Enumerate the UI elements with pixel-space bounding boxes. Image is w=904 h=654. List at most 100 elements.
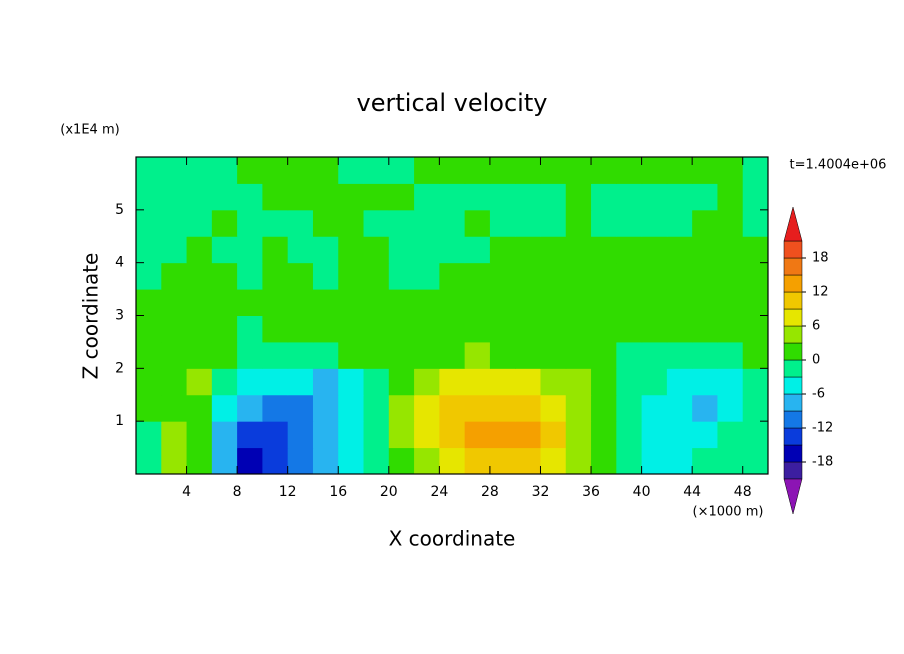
contour-cell	[616, 394, 643, 422]
contour-cell	[439, 368, 466, 396]
contour-cell	[641, 236, 668, 264]
contour-cell	[161, 421, 188, 449]
contour-cell	[211, 262, 238, 290]
x-tick-label: 16	[329, 484, 347, 500]
contour-cell	[414, 394, 440, 422]
contour-cell	[287, 289, 314, 316]
contour-cell	[591, 209, 617, 237]
contour-cell	[565, 289, 592, 316]
contour-cell	[211, 368, 238, 396]
contour-cell	[186, 209, 213, 237]
contour-cell	[363, 341, 390, 369]
contour-cell	[641, 368, 668, 396]
contour-cell	[388, 209, 415, 237]
contour-cell	[540, 236, 567, 264]
contour-cell	[287, 157, 314, 184]
y-tick-label: 1	[115, 413, 124, 429]
contour-cell	[363, 209, 390, 237]
contour-cell	[161, 394, 188, 422]
x-axis-title: X coordinate	[389, 527, 516, 551]
contour-cell	[414, 236, 440, 264]
colorbar-segment	[783, 393, 803, 412]
contour-cell	[540, 209, 567, 237]
contour-cell	[616, 236, 643, 264]
contour-cell	[742, 262, 769, 290]
contour-cell	[591, 447, 617, 475]
contour-cell	[262, 421, 289, 449]
contour-cell	[388, 262, 415, 290]
contour-cell	[211, 183, 238, 211]
contour-cell	[464, 157, 491, 184]
contour-cell	[515, 341, 541, 369]
colorbar-segment	[783, 376, 803, 395]
contour-cell	[211, 447, 238, 475]
contour-cell	[616, 315, 643, 343]
contour-cell	[161, 447, 188, 475]
contour-cell	[641, 421, 668, 449]
contour-cell	[338, 262, 365, 290]
contour-cell	[591, 183, 617, 211]
contour-cell	[464, 209, 491, 237]
contour-cell	[515, 421, 541, 449]
chart-title: vertical velocity	[357, 89, 548, 117]
contour-cell	[186, 157, 213, 184]
contour-cell	[616, 447, 643, 475]
contour-cell	[312, 209, 339, 237]
contour-cell	[742, 447, 769, 475]
contour-cell	[692, 289, 718, 316]
contour-cell	[666, 368, 693, 396]
contour-cell	[666, 289, 693, 316]
contour-cell	[136, 209, 162, 237]
contour-cell	[262, 157, 289, 184]
colorbar-tick-label: 0	[812, 353, 820, 368]
contour-cell	[565, 394, 592, 422]
contour-cell	[692, 421, 718, 449]
contour-cell	[692, 209, 718, 237]
contour-cell	[742, 157, 769, 184]
contour-cell	[161, 157, 188, 184]
contour-cell	[489, 421, 516, 449]
x-tick-label: 12	[279, 484, 297, 500]
contour-cell	[237, 447, 263, 475]
y-tick-label: 4	[115, 255, 124, 271]
contour-cell	[717, 209, 744, 237]
contour-cell	[692, 315, 718, 343]
contour-cell	[338, 289, 365, 316]
contour-cell	[616, 289, 643, 316]
contour-cell	[186, 447, 213, 475]
contour-cell	[262, 315, 289, 343]
contour-cell	[666, 447, 693, 475]
contour-cell	[692, 394, 718, 422]
contour-cell	[717, 157, 744, 184]
contour-cell	[237, 394, 263, 422]
contour-cell	[540, 394, 567, 422]
contour-cell	[136, 421, 162, 449]
contour-cell	[464, 341, 491, 369]
x-tick-label: 4	[182, 484, 191, 500]
contour-cell	[312, 341, 339, 369]
contour-cell	[565, 183, 592, 211]
contour-cell	[186, 289, 213, 316]
contour-cell	[515, 183, 541, 211]
contour-cell	[666, 341, 693, 369]
contour-cell	[363, 368, 390, 396]
contour-cell	[666, 236, 693, 264]
contour-cell	[287, 368, 314, 396]
contour-cell	[211, 209, 238, 237]
contour-cell	[439, 341, 466, 369]
contour-cell	[312, 289, 339, 316]
contour-cell	[237, 157, 263, 184]
y-tick-label: 3	[115, 308, 124, 324]
contour-cell	[540, 341, 567, 369]
contour-cell	[186, 236, 213, 264]
contour-cell	[287, 262, 314, 290]
y-tick-label: 5	[115, 202, 124, 218]
contour-cell	[414, 289, 440, 316]
contour-cell	[414, 421, 440, 449]
contour-cell	[211, 236, 238, 264]
contour-cell	[717, 421, 744, 449]
contour-cell	[439, 157, 466, 184]
contour-cell	[312, 315, 339, 343]
contour-cell	[363, 315, 390, 343]
contour-cell	[161, 315, 188, 343]
